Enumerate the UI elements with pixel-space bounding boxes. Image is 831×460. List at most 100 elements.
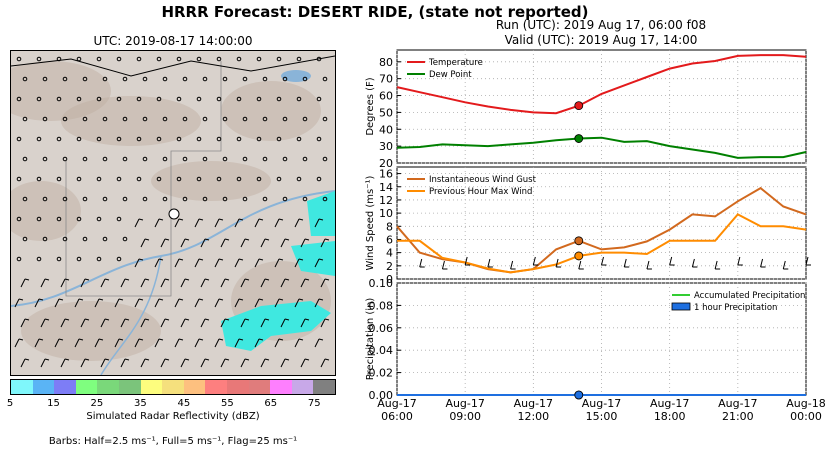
calm-wind-marker bbox=[256, 96, 262, 102]
calm-wind-marker bbox=[276, 56, 282, 62]
x-tick-label: Aug-17 bbox=[514, 397, 553, 410]
wind-barb bbox=[214, 298, 224, 308]
y-tick-label: 16 bbox=[379, 168, 393, 181]
wind-barb bbox=[280, 238, 290, 248]
calm-wind-marker bbox=[222, 196, 228, 202]
wind-barb bbox=[280, 318, 290, 328]
x-tick-label: 00:00 bbox=[790, 410, 822, 423]
calm-wind-marker bbox=[196, 56, 202, 62]
calm-wind-marker bbox=[256, 136, 262, 142]
wind-barb bbox=[805, 256, 811, 266]
wind-barb bbox=[220, 238, 230, 248]
calm-wind-marker bbox=[136, 56, 142, 62]
legend-label: Temperature bbox=[428, 58, 483, 68]
wind-barb bbox=[94, 298, 104, 308]
calm-wind-marker bbox=[222, 156, 228, 162]
calm-wind-marker bbox=[16, 136, 22, 142]
x-tick-label: 06:00 bbox=[381, 410, 413, 423]
calm-wind-marker bbox=[236, 136, 242, 142]
y-axis-label: Precipitation (in) bbox=[365, 298, 376, 381]
calm-wind-marker bbox=[196, 176, 202, 182]
calm-wind-marker bbox=[56, 136, 62, 142]
y-tick-label: 20 bbox=[379, 157, 393, 170]
calm-wind-marker bbox=[262, 196, 268, 202]
series-line bbox=[396, 136, 807, 159]
calm-wind-marker bbox=[296, 56, 302, 62]
calm-wind-marker bbox=[36, 176, 42, 182]
series-line bbox=[397, 213, 807, 274]
wind-barb bbox=[60, 278, 70, 288]
calm-wind-marker bbox=[22, 156, 28, 162]
calm-wind-marker bbox=[102, 236, 108, 242]
calm-wind-marker bbox=[182, 156, 188, 162]
border-line bbox=[11, 55, 335, 77]
colorbar-segment bbox=[248, 380, 271, 394]
colorbar-tick-label: 15 bbox=[47, 398, 60, 409]
wind-barb bbox=[441, 260, 448, 270]
y-axis-label: Wind Speed (ms⁻¹) bbox=[365, 175, 376, 270]
wind-barb bbox=[691, 258, 698, 268]
wind-barb bbox=[314, 218, 324, 228]
calm-wind-marker bbox=[222, 116, 228, 122]
wind-barb bbox=[60, 318, 70, 328]
calm-wind-marker bbox=[102, 156, 108, 162]
calm-wind-marker bbox=[202, 156, 208, 162]
x-tick-label: 09:00 bbox=[449, 410, 481, 423]
river-line bbox=[11, 190, 335, 307]
wind-barb bbox=[260, 318, 270, 328]
wind-barb bbox=[320, 238, 330, 248]
legend-label: Instantaneous Wind Gust bbox=[429, 175, 537, 185]
wind-barb-row bbox=[419, 256, 811, 270]
wind-barb bbox=[134, 298, 144, 308]
calm-wind-marker bbox=[62, 236, 68, 242]
radar-echo bbox=[291, 241, 335, 276]
wind-barb bbox=[134, 338, 144, 348]
calm-wind-marker bbox=[42, 236, 48, 242]
wind-barb bbox=[240, 238, 250, 248]
calm-wind-marker bbox=[82, 116, 88, 122]
wind-barb bbox=[20, 318, 30, 328]
calm-wind-marker bbox=[162, 116, 168, 122]
current-value-marker bbox=[574, 134, 584, 143]
calm-wind-marker bbox=[16, 56, 22, 62]
calm-wind-marker bbox=[182, 76, 188, 82]
radar-echo bbox=[221, 301, 331, 351]
terrain-shading bbox=[11, 181, 81, 241]
wind-barb bbox=[160, 278, 170, 288]
wind-barb bbox=[114, 338, 124, 348]
valid-time-label: Valid (UTC): 2019 Aug 17, 14:00 bbox=[504, 33, 698, 47]
calm-wind-marker bbox=[316, 96, 322, 102]
wind-barb bbox=[737, 256, 743, 266]
wind-barb bbox=[274, 298, 284, 308]
wind-barb bbox=[220, 278, 230, 288]
wind-barb bbox=[140, 238, 150, 248]
colorbar-segment bbox=[162, 380, 184, 394]
wind-barb bbox=[194, 338, 204, 348]
calm-wind-marker bbox=[36, 96, 42, 102]
wind-barb bbox=[234, 258, 244, 268]
colorbar-tick-label: 35 bbox=[134, 398, 147, 409]
wind-barb bbox=[74, 338, 84, 348]
map-title: UTC: 2019-08-17 14:00:00 bbox=[93, 34, 253, 48]
y-tick-label: 12 bbox=[379, 194, 393, 207]
wind-barb bbox=[140, 318, 150, 328]
calm-wind-marker bbox=[36, 56, 42, 62]
calm-wind-marker bbox=[242, 196, 248, 202]
calm-wind-marker bbox=[216, 56, 222, 62]
colorbar-label: Simulated Radar Reflectivity (dBZ) bbox=[86, 411, 260, 422]
calm-wind-marker bbox=[216, 96, 222, 102]
wind-barb bbox=[510, 260, 516, 270]
wind-barb bbox=[300, 238, 310, 248]
calm-wind-marker bbox=[136, 96, 142, 102]
wind-barb bbox=[234, 218, 244, 228]
colorbar-tick-label: 5 bbox=[6, 398, 14, 409]
wind-barb bbox=[254, 298, 264, 308]
wind-barb bbox=[294, 218, 304, 228]
wind-barb bbox=[180, 238, 190, 248]
y-tick-label: 50 bbox=[379, 106, 393, 119]
calm-wind-marker bbox=[76, 96, 82, 102]
calm-wind-marker bbox=[196, 136, 202, 142]
y-tick-label: 8 bbox=[386, 220, 393, 233]
terrain-shading bbox=[11, 61, 111, 121]
